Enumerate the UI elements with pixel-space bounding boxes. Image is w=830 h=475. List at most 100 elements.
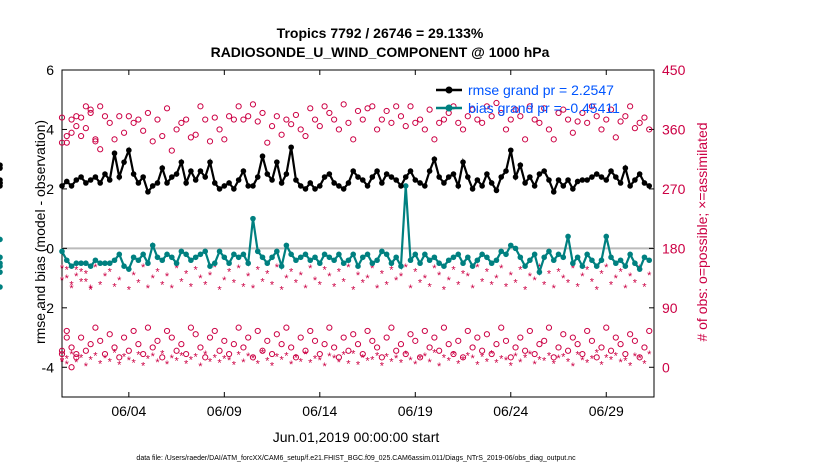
bias-point xyxy=(250,215,256,222)
obs-possible-marker xyxy=(579,350,586,358)
obs-assimilated-marker: * xyxy=(270,360,275,372)
obs-assimilated-marker: * xyxy=(141,262,146,274)
obs-possible-marker xyxy=(116,113,123,120)
obs-possible-marker xyxy=(369,103,376,110)
rmse-point xyxy=(78,174,84,180)
bias-point xyxy=(92,257,99,264)
obs-assimilated-marker: * xyxy=(318,355,323,367)
obs-assimilated-marker: * xyxy=(313,354,318,366)
bias-point xyxy=(383,251,390,258)
bias-point xyxy=(192,254,199,261)
obs-possible-marker xyxy=(183,350,190,358)
obs-assimilated-marker: * xyxy=(337,266,342,278)
rmse-point xyxy=(202,174,209,180)
obs-possible-marker xyxy=(445,341,452,348)
obs-possible-marker xyxy=(636,354,643,361)
obs-assimilated-marker: * xyxy=(614,273,619,285)
obs-possible-marker xyxy=(350,136,357,143)
obs-possible-marker xyxy=(92,136,99,143)
bias-point xyxy=(317,260,323,267)
rmse-point xyxy=(632,177,638,183)
obs-assimilated-marker: * xyxy=(203,280,208,292)
bias-point xyxy=(0,254,3,261)
bias-point xyxy=(608,254,614,261)
obs-assimilated-marker: * xyxy=(614,350,619,362)
obs-possible-marker xyxy=(82,347,89,354)
rmse-point xyxy=(288,144,294,151)
obs-possible-marker xyxy=(603,324,610,331)
rmse-point xyxy=(441,180,447,186)
rmse-point xyxy=(622,165,629,171)
rmse-point xyxy=(402,174,409,180)
obs-possible-marker xyxy=(206,334,214,341)
obs-assimilated-marker: * xyxy=(122,352,127,364)
bias-point xyxy=(121,263,127,270)
rmse-point xyxy=(646,183,653,189)
rmse-line xyxy=(61,146,650,195)
obs-possible-marker xyxy=(436,347,443,354)
obs-assimilated-marker: * xyxy=(418,278,423,290)
obs-assimilated-marker: * xyxy=(518,357,523,369)
bias-point xyxy=(259,254,266,261)
obs-possible-marker xyxy=(101,113,109,120)
obs-assimilated-marker: * xyxy=(404,349,409,361)
obs-possible-marker xyxy=(646,126,653,133)
obs-assimilated-marker: * xyxy=(327,271,332,283)
bias-line xyxy=(61,185,650,277)
obs-possible-marker xyxy=(264,337,271,344)
rmse-point xyxy=(97,180,103,186)
obs-assimilated-marker: * xyxy=(365,273,370,285)
obs-assimilated-marker: * xyxy=(380,360,385,372)
rmse-point xyxy=(407,168,414,174)
obs-assimilated-marker: * xyxy=(618,266,623,278)
rmse-point xyxy=(364,183,371,189)
rmse-point xyxy=(503,168,509,174)
obs-possible-marker xyxy=(388,119,395,126)
obs-assimilated-marker: * xyxy=(103,353,108,365)
bias-point xyxy=(159,257,166,264)
obs-possible-marker xyxy=(149,138,156,145)
y-tick-label: -2 xyxy=(42,300,55,316)
rmse-point xyxy=(627,183,633,189)
obs-possible-marker xyxy=(373,344,381,351)
bias-point xyxy=(269,254,275,261)
obs-assimilated-marker: * xyxy=(189,282,194,294)
obs-assimilated-marker: * xyxy=(490,348,495,360)
obs-assimilated-marker: * xyxy=(542,280,547,292)
bias-point xyxy=(598,257,605,264)
bias-point xyxy=(536,269,543,275)
bias-point xyxy=(288,251,294,258)
obs-possible-marker xyxy=(130,119,137,126)
rmse-point xyxy=(550,189,557,195)
obs-possible-marker xyxy=(335,126,343,133)
obs-assimilated-marker: * xyxy=(485,266,490,278)
bias-point xyxy=(627,251,633,258)
obs-possible-marker xyxy=(264,139,271,146)
obs-possible-marker xyxy=(646,327,653,335)
rmse-point xyxy=(307,180,314,186)
rmse-point xyxy=(0,165,3,171)
obs-assimilated-marker: * xyxy=(552,358,557,370)
obs-assimilated-marker: * xyxy=(217,284,222,296)
rmse-point xyxy=(350,168,357,174)
obs-assimilated-marker: * xyxy=(647,349,652,361)
obs-possible-marker xyxy=(221,337,228,344)
obs-possible-marker xyxy=(617,341,624,348)
obs-assimilated-marker: * xyxy=(590,276,595,288)
obs-possible-marker xyxy=(68,344,75,351)
bias-point xyxy=(102,260,108,267)
obs-possible-marker xyxy=(311,337,319,344)
bias-point xyxy=(493,257,500,264)
obs-possible-marker xyxy=(216,347,223,354)
obs-assimilated-marker: * xyxy=(213,352,218,364)
obs-possible-marker xyxy=(498,324,505,331)
obs-possible-marker xyxy=(192,331,199,338)
bias-point xyxy=(0,263,3,269)
obs-possible-marker xyxy=(77,132,85,140)
rmse-point xyxy=(555,177,562,183)
x-tick-label: 06/09 xyxy=(207,403,242,419)
bias-point xyxy=(207,263,213,270)
bias-point xyxy=(264,260,271,267)
obs-assimilated-marker: * xyxy=(432,348,437,360)
obs-possible-marker xyxy=(469,106,476,113)
